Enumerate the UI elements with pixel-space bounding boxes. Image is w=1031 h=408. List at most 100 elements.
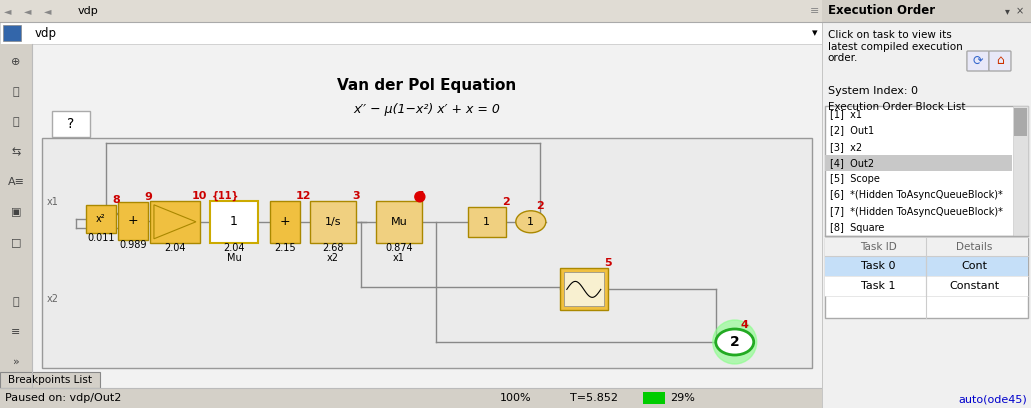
Text: 1: 1 xyxy=(484,217,491,227)
Text: 100%: 100% xyxy=(500,393,531,403)
Text: x′′ − μ(1−x²) x′ + x = 0: x′′ − μ(1−x²) x′ + x = 0 xyxy=(354,103,500,116)
Text: x²: x² xyxy=(96,214,106,224)
Text: [5]  Scope: [5] Scope xyxy=(830,174,879,184)
Text: Mu: Mu xyxy=(227,253,241,263)
Text: Execution Order Block List: Execution Order Block List xyxy=(828,102,965,112)
FancyBboxPatch shape xyxy=(468,207,506,237)
Text: Cont: Cont xyxy=(962,261,988,271)
Text: ⤢: ⤢ xyxy=(12,117,20,127)
FancyBboxPatch shape xyxy=(1013,108,1027,136)
Polygon shape xyxy=(154,205,196,239)
Ellipse shape xyxy=(516,211,545,233)
FancyBboxPatch shape xyxy=(825,276,1028,296)
FancyBboxPatch shape xyxy=(560,268,608,310)
Text: +: + xyxy=(279,215,290,228)
Text: 2.15: 2.15 xyxy=(274,243,296,253)
FancyBboxPatch shape xyxy=(0,22,822,44)
FancyBboxPatch shape xyxy=(310,201,356,243)
FancyBboxPatch shape xyxy=(642,392,665,404)
Text: vdp: vdp xyxy=(78,6,99,16)
Text: 5: 5 xyxy=(604,258,611,268)
FancyBboxPatch shape xyxy=(967,51,989,71)
Text: ⊕: ⊕ xyxy=(11,57,21,67)
FancyBboxPatch shape xyxy=(825,106,1028,236)
FancyBboxPatch shape xyxy=(270,201,300,243)
Text: □: □ xyxy=(10,237,22,247)
Text: 0.874: 0.874 xyxy=(385,243,412,253)
Text: x2: x2 xyxy=(47,294,59,304)
Text: 2: 2 xyxy=(502,197,509,207)
Text: 9: 9 xyxy=(144,192,152,202)
Text: [1]  x1: [1] x1 xyxy=(830,109,862,119)
Text: 2.68: 2.68 xyxy=(322,243,343,253)
Text: ?: ? xyxy=(67,117,74,131)
Text: [4]  Out2: [4] Out2 xyxy=(830,158,874,168)
Text: Mu: Mu xyxy=(391,217,407,227)
Text: Task 0: Task 0 xyxy=(861,261,896,271)
Text: 1/s: 1/s xyxy=(325,217,341,227)
Ellipse shape xyxy=(716,329,754,355)
Text: 4: 4 xyxy=(740,320,749,330)
Text: [6]  *(Hidden ToAsyncQueueBlock)*: [6] *(Hidden ToAsyncQueueBlock)* xyxy=(830,191,1002,200)
Text: ◄: ◄ xyxy=(4,6,11,16)
Text: 12: 12 xyxy=(296,191,311,201)
Text: ⌕: ⌕ xyxy=(12,87,20,97)
FancyBboxPatch shape xyxy=(376,201,422,243)
FancyBboxPatch shape xyxy=(564,273,604,306)
Text: 1: 1 xyxy=(527,217,534,227)
FancyBboxPatch shape xyxy=(825,256,1028,276)
Text: T=5.852: T=5.852 xyxy=(570,393,618,403)
Circle shape xyxy=(712,320,757,364)
FancyBboxPatch shape xyxy=(1013,106,1028,236)
Text: [3]  x2: [3] x2 xyxy=(830,142,862,152)
Text: 2: 2 xyxy=(536,201,543,211)
FancyBboxPatch shape xyxy=(32,44,822,388)
Text: x1: x1 xyxy=(47,197,59,207)
Text: 3: 3 xyxy=(352,191,360,201)
FancyBboxPatch shape xyxy=(3,25,21,41)
Text: 2: 2 xyxy=(730,335,739,349)
Text: ×: × xyxy=(1016,6,1024,16)
FancyBboxPatch shape xyxy=(52,111,90,137)
Text: 10: 10 xyxy=(192,191,207,201)
FancyBboxPatch shape xyxy=(825,238,1028,318)
Text: +: + xyxy=(128,214,138,227)
Text: 1: 1 xyxy=(418,191,426,201)
Text: Task ID: Task ID xyxy=(860,242,897,252)
FancyBboxPatch shape xyxy=(86,205,115,233)
Text: ▾: ▾ xyxy=(1004,6,1009,16)
Text: A≡: A≡ xyxy=(7,177,25,187)
Text: ▾: ▾ xyxy=(811,28,818,38)
Text: 1: 1 xyxy=(230,215,238,228)
Text: Paused on: vdp/Out2: Paused on: vdp/Out2 xyxy=(5,393,122,403)
Text: 0.011: 0.011 xyxy=(88,233,114,243)
FancyBboxPatch shape xyxy=(0,388,822,408)
Text: ⇆: ⇆ xyxy=(11,147,21,157)
Text: [7]  *(Hidden ToAsyncQueueBlock)*: [7] *(Hidden ToAsyncQueueBlock)* xyxy=(830,206,1002,217)
Text: Breakpoints List: Breakpoints List xyxy=(8,375,92,385)
Text: vdp: vdp xyxy=(35,27,57,40)
Text: ≡: ≡ xyxy=(11,327,21,337)
Text: x1: x1 xyxy=(393,253,405,263)
Text: 2.04: 2.04 xyxy=(223,243,244,253)
FancyBboxPatch shape xyxy=(989,51,1011,71)
Text: Constant: Constant xyxy=(950,281,999,291)
Text: [8]  Square: [8] Square xyxy=(830,223,885,233)
Text: ⌂: ⌂ xyxy=(996,55,1004,67)
FancyBboxPatch shape xyxy=(42,137,811,368)
Text: ◄: ◄ xyxy=(44,6,52,16)
Text: Task 1: Task 1 xyxy=(861,281,896,291)
FancyBboxPatch shape xyxy=(825,155,1012,171)
FancyBboxPatch shape xyxy=(149,201,200,243)
Text: Van der Pol Equation: Van der Pol Equation xyxy=(337,78,517,93)
Text: [2]  Out1: [2] Out1 xyxy=(830,125,874,135)
Text: ≡: ≡ xyxy=(810,6,820,16)
FancyBboxPatch shape xyxy=(210,201,258,243)
Text: 8: 8 xyxy=(112,195,120,205)
Text: ⟳: ⟳ xyxy=(972,55,984,67)
Text: Details: Details xyxy=(957,242,993,252)
Text: auto(ode45): auto(ode45) xyxy=(958,394,1027,404)
Text: Click on task to view its
latest compiled execution
order.: Click on task to view its latest compile… xyxy=(828,30,963,63)
Text: ⎯: ⎯ xyxy=(12,297,20,307)
FancyBboxPatch shape xyxy=(822,0,1031,408)
